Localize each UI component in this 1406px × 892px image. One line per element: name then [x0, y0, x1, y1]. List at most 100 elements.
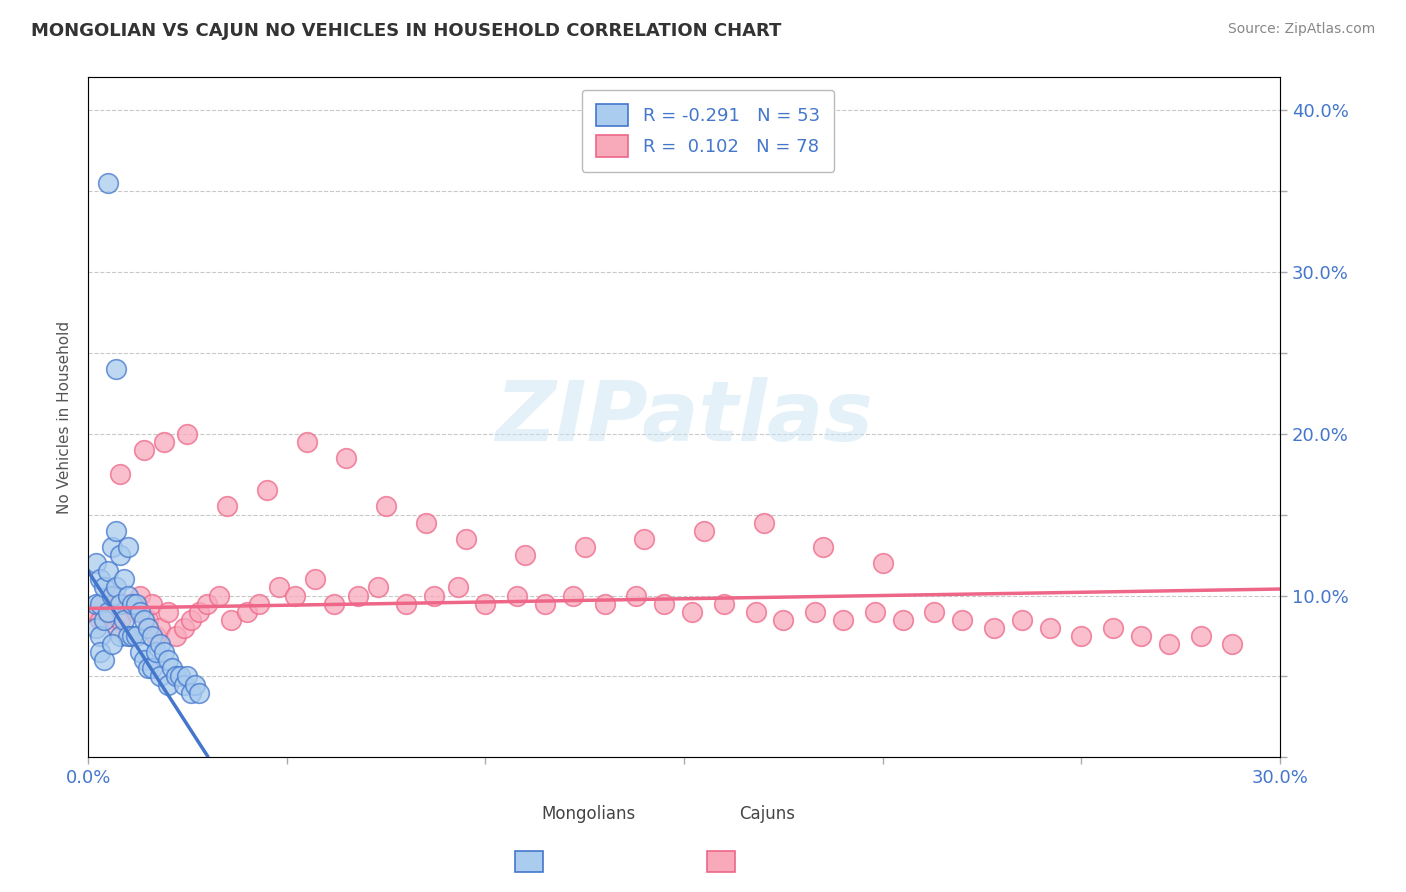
Point — [132, 613, 155, 627]
Point — [184, 677, 207, 691]
Point — [693, 524, 716, 538]
Point — [811, 540, 834, 554]
Point — [117, 629, 139, 643]
Point — [574, 540, 596, 554]
Point — [593, 597, 616, 611]
Point — [652, 597, 675, 611]
Point — [125, 597, 148, 611]
Point — [108, 629, 131, 643]
Point — [156, 605, 179, 619]
Point — [104, 621, 127, 635]
Point — [208, 589, 231, 603]
Point — [156, 653, 179, 667]
Point — [128, 645, 150, 659]
Point — [149, 621, 172, 635]
Point — [84, 621, 107, 635]
Point — [752, 516, 775, 530]
Point — [347, 589, 370, 603]
Point — [156, 677, 179, 691]
Point — [395, 597, 418, 611]
Point — [1130, 629, 1153, 643]
Point — [149, 637, 172, 651]
Point — [145, 629, 167, 643]
Text: MONGOLIAN VS CAJUN NO VEHICLES IN HOUSEHOLD CORRELATION CHART: MONGOLIAN VS CAJUN NO VEHICLES IN HOUSEH… — [31, 22, 782, 40]
Point — [284, 589, 307, 603]
Point — [160, 661, 183, 675]
Point — [93, 581, 115, 595]
Point — [832, 613, 855, 627]
Point — [1102, 621, 1125, 635]
Point — [924, 605, 946, 619]
Point — [108, 548, 131, 562]
Point — [152, 434, 174, 449]
Point — [128, 605, 150, 619]
Point — [423, 589, 446, 603]
Point — [136, 613, 159, 627]
Point — [89, 597, 111, 611]
Text: Source: ZipAtlas.com: Source: ZipAtlas.com — [1227, 22, 1375, 37]
Point — [304, 572, 326, 586]
Point — [1011, 613, 1033, 627]
Point — [93, 653, 115, 667]
Point — [681, 605, 703, 619]
Point — [125, 629, 148, 643]
Legend: R = -0.291   N = 53, R =  0.102   N = 78: R = -0.291 N = 53, R = 0.102 N = 78 — [582, 90, 835, 172]
Point — [145, 645, 167, 659]
Point — [176, 426, 198, 441]
Point — [101, 540, 124, 554]
Point — [84, 556, 107, 570]
Point — [152, 645, 174, 659]
Point — [1039, 621, 1062, 635]
Point — [97, 176, 120, 190]
Point — [84, 605, 107, 619]
Point — [93, 597, 115, 611]
Point — [121, 629, 143, 643]
Point — [1189, 629, 1212, 643]
Point — [247, 597, 270, 611]
Point — [295, 434, 318, 449]
Point — [89, 613, 111, 627]
Point — [121, 597, 143, 611]
Point — [101, 637, 124, 651]
Point — [176, 669, 198, 683]
Point — [195, 597, 218, 611]
Point — [89, 645, 111, 659]
Text: ZIPatlas: ZIPatlas — [495, 377, 873, 458]
Point — [415, 516, 437, 530]
Point — [173, 621, 195, 635]
Point — [89, 629, 111, 643]
Point — [89, 572, 111, 586]
Point — [474, 597, 496, 611]
Point — [323, 597, 346, 611]
Point — [165, 669, 187, 683]
Point — [219, 613, 242, 627]
Point — [188, 686, 211, 700]
Point — [1070, 629, 1092, 643]
Point — [180, 613, 202, 627]
Point — [447, 581, 470, 595]
Text: Mongolians: Mongolians — [541, 805, 636, 823]
Point — [132, 442, 155, 457]
Point — [804, 605, 827, 619]
Point — [256, 483, 278, 498]
Point — [125, 605, 148, 619]
Point — [121, 629, 143, 643]
Point — [872, 556, 894, 570]
Y-axis label: No Vehicles in Household: No Vehicles in Household — [58, 321, 72, 514]
Point — [506, 589, 529, 603]
Point — [136, 621, 159, 635]
Point — [112, 572, 135, 586]
Point — [713, 597, 735, 611]
Point — [141, 629, 163, 643]
Point — [375, 500, 398, 514]
Point — [97, 564, 120, 578]
Point — [149, 669, 172, 683]
Point — [141, 597, 163, 611]
Point — [108, 467, 131, 481]
Point — [173, 677, 195, 691]
Point — [165, 629, 187, 643]
Point — [267, 581, 290, 595]
Point — [983, 621, 1005, 635]
Point — [534, 597, 557, 611]
Point — [112, 613, 135, 627]
